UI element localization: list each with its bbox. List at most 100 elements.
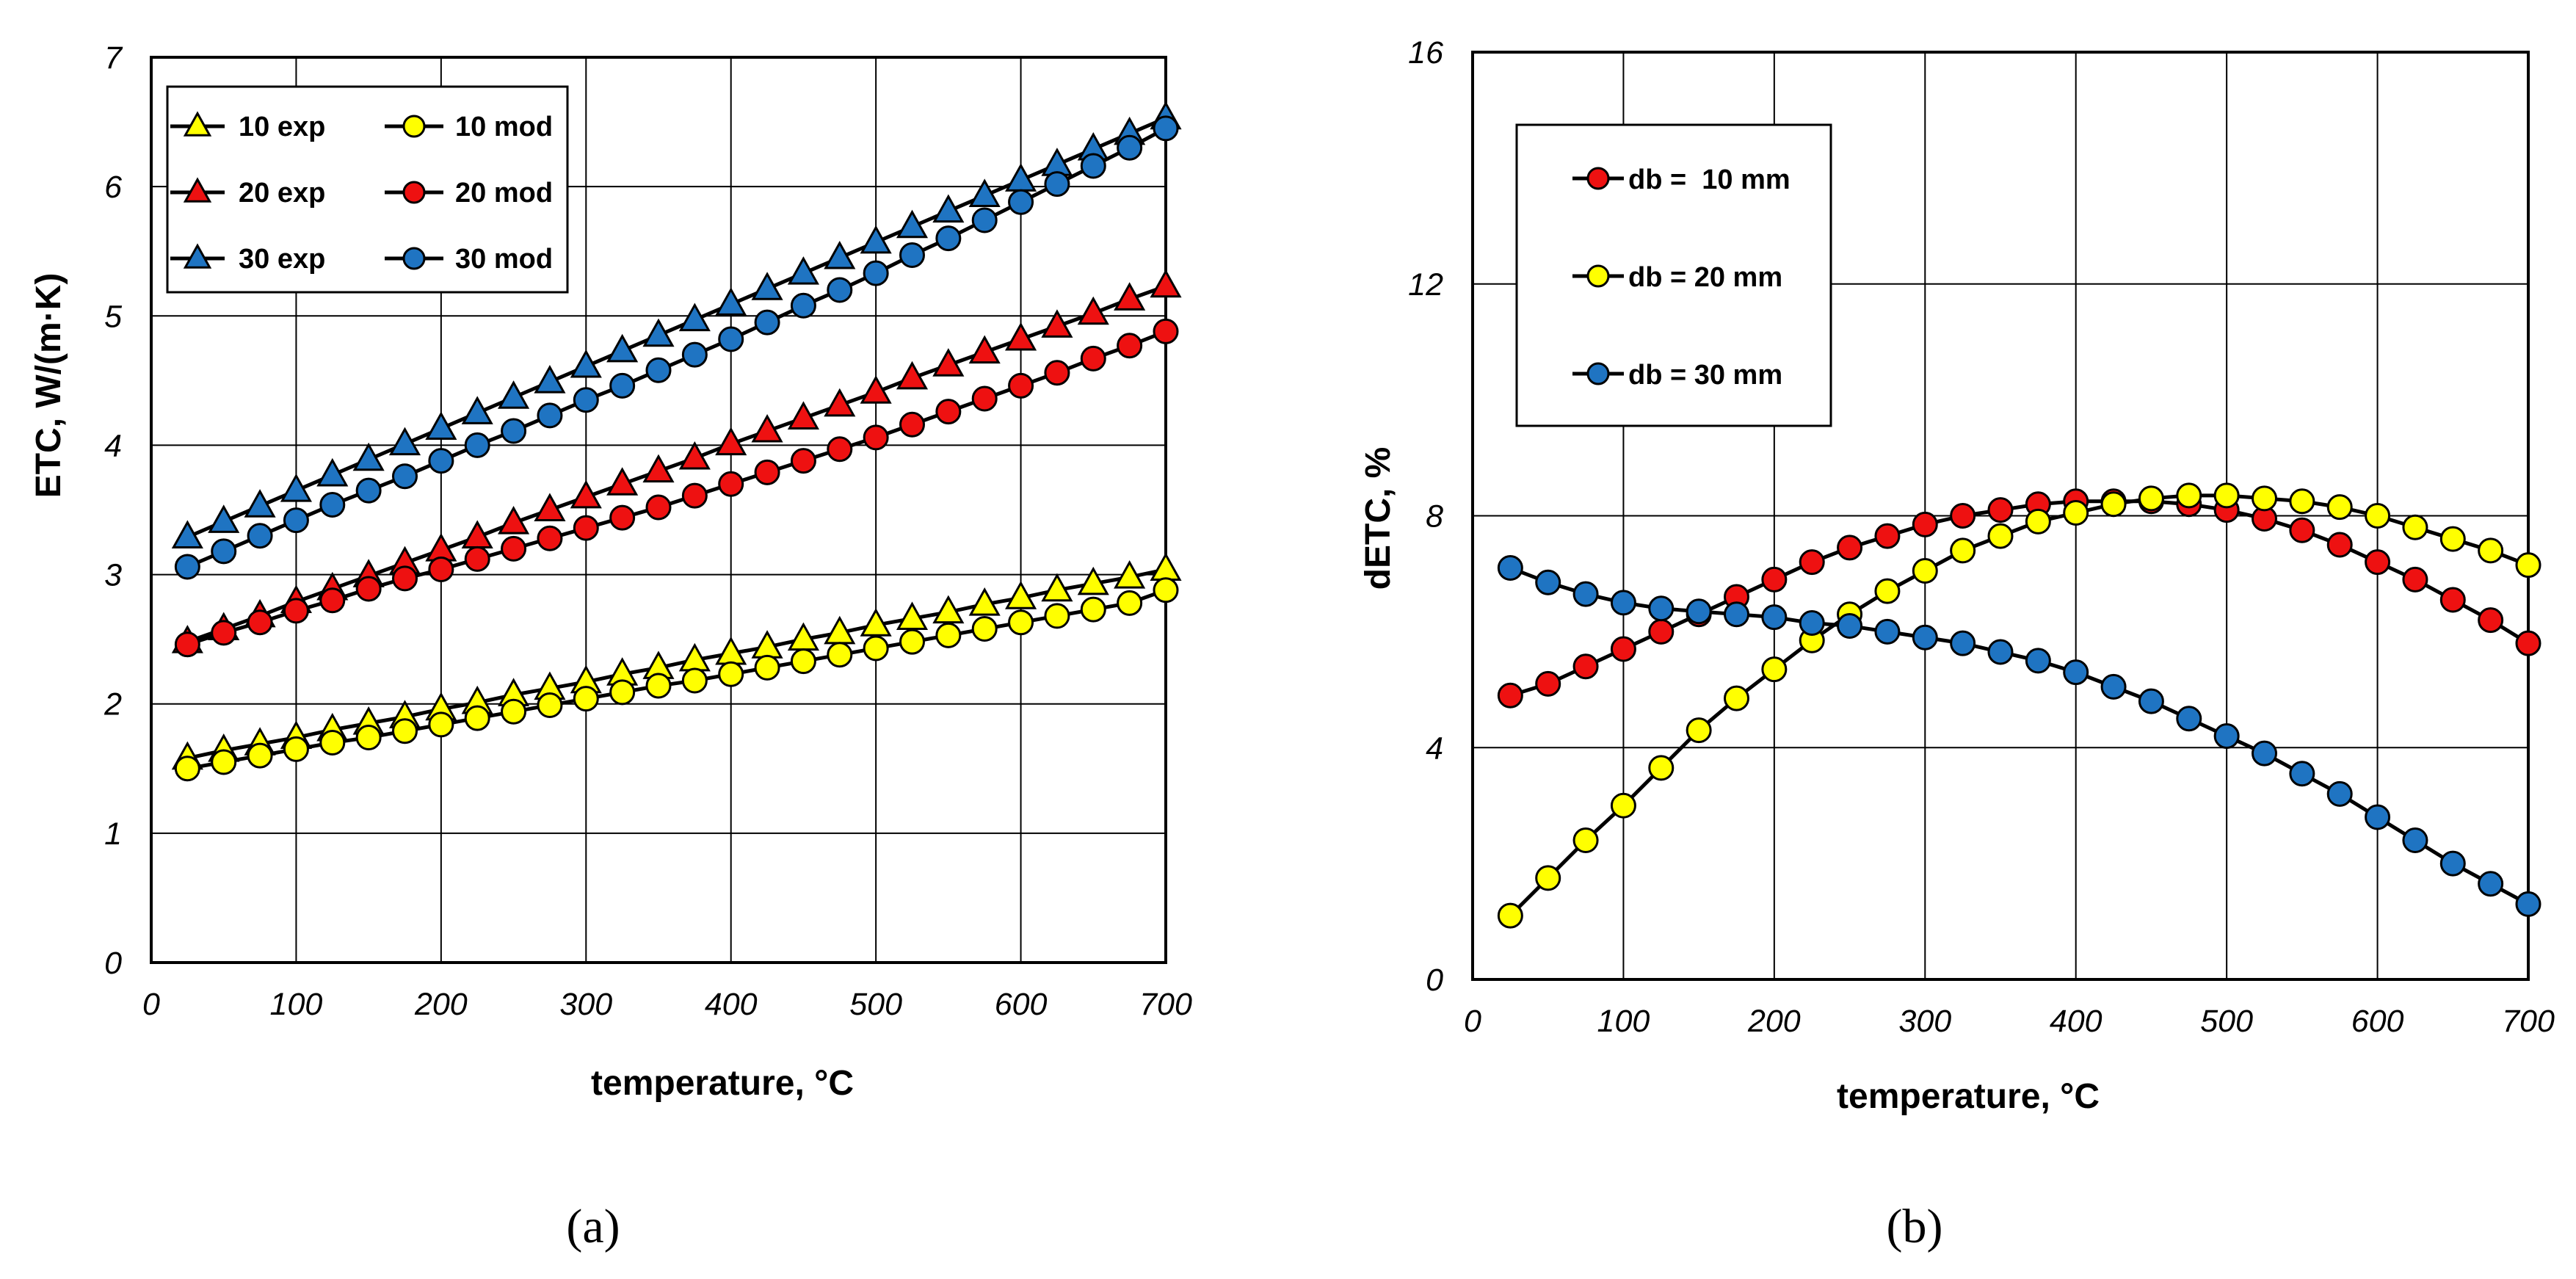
x-tick-label: 500: [849, 987, 902, 1022]
data-point: [971, 207, 998, 233]
chart-a-y-axis-label: ETC, W/(m·K): [29, 273, 68, 499]
x-tick-label: 300: [559, 987, 612, 1022]
data-point: [645, 357, 672, 383]
data-point: [1610, 792, 1636, 819]
data-point: [1799, 549, 1825, 576]
x-tick-label: 400: [705, 987, 758, 1022]
data-point: [2252, 485, 2277, 512]
data-point: [1874, 578, 1901, 604]
data-point: [1150, 269, 1182, 298]
data-point: [827, 436, 853, 463]
data-point: [498, 506, 530, 535]
data-point: [1874, 618, 1901, 645]
legend-label: 30 mod: [455, 244, 553, 275]
y-tick-label: 0: [1426, 963, 1443, 998]
data-point: [211, 620, 237, 646]
data-point: [1987, 639, 2014, 665]
series-line: [186, 116, 1167, 539]
data-point: [606, 467, 639, 496]
data-point: [1724, 685, 1749, 711]
data-point: [2439, 526, 2466, 552]
data-point: [1077, 566, 1109, 595]
y-tick-label: 6: [104, 170, 122, 205]
legend-item-db-30: db = 30 mm: [1572, 360, 1782, 391]
data-point: [2289, 517, 2315, 543]
data-point: [787, 401, 819, 430]
data-point: [211, 749, 237, 775]
data-point: [1008, 372, 1034, 399]
series-db-20-mm: [1497, 482, 2541, 929]
data-point: [1005, 322, 1037, 351]
data-point: [1044, 360, 1070, 386]
data-point: [896, 209, 929, 239]
data-point: [247, 523, 273, 549]
data-point: [244, 489, 276, 518]
data-point: [2365, 503, 2391, 529]
data-point: [425, 411, 457, 441]
data-point: [428, 448, 454, 474]
series-line: [1509, 493, 2529, 917]
data-point: [283, 507, 309, 534]
data-point: [573, 387, 599, 413]
data-point: [1080, 596, 1106, 623]
legend-label: db = 20 mm: [1628, 262, 1782, 293]
legend-marker: [183, 177, 212, 203]
data-point: [174, 554, 200, 580]
data-point: [1837, 612, 1863, 639]
data-point: [1950, 537, 1976, 564]
data-point: [754, 654, 780, 681]
data-point: [2213, 482, 2240, 509]
data-point: [681, 341, 708, 368]
chart-b-x-axis-label: temperature, °C: [1837, 1077, 2100, 1116]
data-point: [1077, 296, 1109, 325]
data-point: [899, 628, 925, 655]
y-tick-label: 4: [104, 428, 122, 463]
data-point: [355, 725, 382, 751]
series-line: [1509, 566, 2530, 906]
data-point: [1535, 569, 1561, 595]
data-point: [718, 661, 744, 687]
data-point: [968, 587, 1001, 616]
data-point: [790, 648, 816, 675]
data-point: [1912, 557, 1938, 584]
data-point: [1005, 581, 1037, 609]
data-point: [573, 515, 599, 541]
data-point: [1080, 153, 1106, 179]
legend-marker: [402, 247, 426, 270]
chart-a-y-ticks: 0 1 2 3 4 5 6 7: [104, 40, 123, 981]
data-point: [1117, 333, 1143, 359]
data-point: [1041, 573, 1073, 602]
data-point: [971, 385, 998, 412]
series-line: [1509, 499, 2530, 698]
data-point: [2138, 688, 2164, 714]
data-point: [790, 292, 816, 319]
data-point: [896, 601, 929, 630]
legend-marker: [183, 111, 212, 137]
x-tick-label: 100: [1597, 1004, 1650, 1039]
legend-item-30-exp: 30 exp: [170, 243, 325, 275]
data-point: [1041, 309, 1073, 338]
data-point: [681, 667, 708, 694]
data-point: [609, 504, 636, 531]
data-point: [642, 454, 675, 483]
data-point: [935, 622, 962, 648]
data-point: [1497, 902, 1523, 929]
data-point: [2402, 827, 2428, 854]
legend-marker: [1586, 264, 1610, 288]
data-point: [2402, 566, 2428, 593]
data-point: [211, 538, 237, 565]
data-point: [1535, 865, 1561, 891]
data-point: [863, 635, 889, 662]
legend-label: db = 10 mm: [1628, 164, 1790, 195]
data-point: [1874, 523, 1901, 549]
y-tick-label: 7: [104, 40, 123, 76]
data-point: [498, 380, 530, 409]
data-point: [863, 260, 889, 286]
data-point: [247, 742, 273, 769]
data-point: [645, 673, 672, 699]
chart-a-legend-box: [166, 85, 569, 294]
data-point: [609, 372, 636, 399]
chart-b: 0 100 200 300 400 500 600 700 0 4 8 12 16 temperatu…: [1359, 35, 2555, 1253]
data-point: [824, 388, 856, 417]
x-tick-label: 700: [1139, 987, 1192, 1022]
